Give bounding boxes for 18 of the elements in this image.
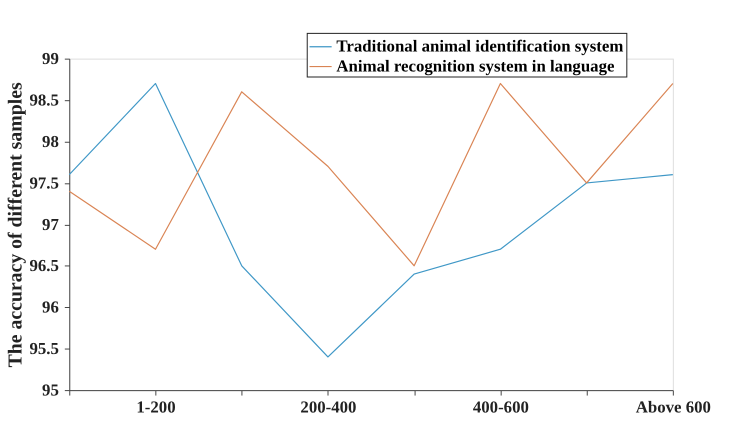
legend-label: Animal recognition system in language — [336, 56, 615, 76]
y-tick-label: 97.5 — [29, 173, 59, 192]
y-tick-label: 97 — [42, 214, 59, 234]
x-tick-label: 200-400 — [300, 397, 356, 416]
y-tick-label: 99 — [42, 49, 59, 68]
y-tick-label: 95.5 — [29, 339, 59, 358]
x-tick-label: 400-600 — [472, 397, 529, 416]
y-tick-label: 95 — [42, 380, 59, 400]
x-tick-label: Above 600 — [636, 397, 711, 416]
y-tick-label: 96.5 — [29, 256, 59, 276]
x-tick-label: 1-200 — [136, 397, 176, 416]
y-axis-title: The accuracy of different samples — [4, 82, 27, 368]
y-tick-label: 98 — [42, 132, 59, 151]
legend-label: Traditional animal identification system — [336, 36, 624, 56]
line-series — [68, 82, 674, 358]
line-series — [68, 82, 674, 266]
y-tick-label: 96 — [42, 298, 59, 317]
y-tick-label: 98.5 — [29, 90, 59, 110]
